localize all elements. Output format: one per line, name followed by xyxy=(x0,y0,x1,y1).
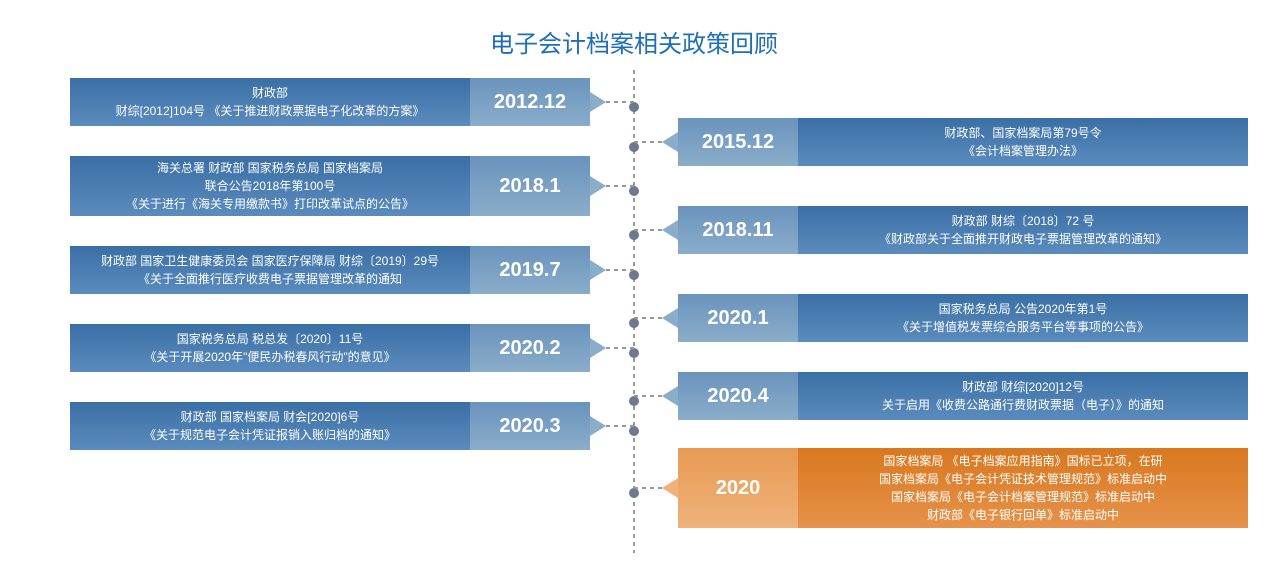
arrow-icon xyxy=(662,132,678,152)
item-line: 国家档案局 《电子档案应用指南》国标已立项，在研 xyxy=(812,452,1234,470)
timeline-item: 海关总署 财政部 国家税务总局 国家档案局联合公告2018年第100号《关于进行… xyxy=(70,156,606,216)
timeline-dot xyxy=(629,142,639,152)
item-line: 财政部 财综[2020]12号 xyxy=(812,378,1234,396)
connector-line xyxy=(606,185,634,187)
item-line: 《关于增值税发票综合服务平台等事项的公告》 xyxy=(812,318,1234,336)
item-date: 2020 xyxy=(678,448,798,528)
item-date: 2020.3 xyxy=(470,402,590,450)
item-description: 海关总署 财政部 国家税务总局 国家档案局联合公告2018年第100号《关于进行… xyxy=(70,156,470,216)
item-date: 2018.1 xyxy=(470,156,590,216)
timeline-item: 财政部 国家卫生健康委员会 国家医疗保障局 财综〔2019〕29号《关于全面推行… xyxy=(70,246,606,294)
timeline-item: 财政部、国家档案局第79号令《会计档案管理办法》2015.12 xyxy=(662,118,1248,166)
timeline-dot xyxy=(629,230,639,240)
connector-line xyxy=(634,395,662,397)
connector-line xyxy=(634,317,662,319)
timeline-item: 国家税务总局 税总发〔2020〕11号《关于开展2020年"便民办税春风行动"的… xyxy=(70,324,606,372)
connector-line xyxy=(606,269,634,271)
item-line: 财政部 财综〔2018〕72 号 xyxy=(812,212,1234,230)
item-description: 财政部 国家档案局 财会[2020]6号《关于规范电子会计凭证报销入账归档的通知… xyxy=(70,402,470,450)
timeline-dot xyxy=(629,102,639,112)
item-line: 国家档案局《电子会计凭证技术管理规范》标准启动中 xyxy=(812,470,1234,488)
item-description: 国家税务总局 公告2020年第1号《关于增值税发票综合服务平台等事项的公告》 xyxy=(798,294,1248,342)
item-description: 财政部 财综〔2018〕72 号《财政部关于全面推开财政电子票据管理改革的通知》 xyxy=(798,206,1248,254)
connector-line xyxy=(634,229,662,231)
timeline-item: 财政部财综[2012]104号 《关于推进财政票据电子化改革的方案》2012.1… xyxy=(70,78,606,126)
item-line: 财政部 国家卫生健康委员会 国家医疗保障局 财综〔2019〕29号 xyxy=(84,252,456,270)
arrow-icon xyxy=(590,92,606,112)
item-line: 《关于规范电子会计凭证报销入账归档的通知》 xyxy=(84,426,456,444)
item-line: 《会计档案管理办法》 xyxy=(812,142,1234,160)
item-date: 2012.12 xyxy=(470,78,590,126)
item-line: 国家税务总局 税总发〔2020〕11号 xyxy=(84,330,456,348)
item-date: 2020.2 xyxy=(470,324,590,372)
page-title: 电子会计档案相关政策回顾 xyxy=(0,0,1268,59)
item-line: 国家税务总局 公告2020年第1号 xyxy=(812,300,1234,318)
item-line: 《关于开展2020年"便民办税春风行动"的意见》 xyxy=(84,348,456,366)
arrow-icon xyxy=(662,220,678,240)
timeline-dot xyxy=(629,318,639,328)
item-line: 《关于进行《海关专用缴款书》打印改革试点的公告》 xyxy=(84,195,456,213)
item-line: 关于启用《收费公路通行费财政票据（电子）》的通知 xyxy=(812,396,1234,414)
item-description: 财政部、国家档案局第79号令《会计档案管理办法》 xyxy=(798,118,1248,166)
item-description: 财政部 财综[2020]12号关于启用《收费公路通行费财政票据（电子）》的通知 xyxy=(798,372,1248,420)
item-date: 2015.12 xyxy=(678,118,798,166)
item-date: 2019.7 xyxy=(470,246,590,294)
arrow-icon xyxy=(590,260,606,280)
item-date: 2020.1 xyxy=(678,294,798,342)
arrow-icon xyxy=(590,416,606,436)
arrow-icon xyxy=(662,308,678,328)
connector-line xyxy=(606,101,634,103)
connector-line xyxy=(634,141,662,143)
item-line: 国家档案局《电子会计档案管理规范》标准启动中 xyxy=(812,488,1234,506)
item-line: 财政部 xyxy=(84,84,456,102)
item-description: 财政部 国家卫生健康委员会 国家医疗保障局 财综〔2019〕29号《关于全面推行… xyxy=(70,246,470,294)
item-line: 财政部《电子银行回单》标准启动中 xyxy=(812,506,1234,524)
item-line: 联合公告2018年第100号 xyxy=(84,177,456,195)
item-description: 国家税务总局 税总发〔2020〕11号《关于开展2020年"便民办税春风行动"的… xyxy=(70,324,470,372)
item-date: 2020.4 xyxy=(678,372,798,420)
item-line: 《关于全面推行医疗收费电子票据管理改革的通知 xyxy=(84,270,456,288)
timeline-dot xyxy=(629,426,639,436)
timeline-dot xyxy=(629,488,639,498)
item-line: 海关总署 财政部 国家税务总局 国家档案局 xyxy=(84,159,456,177)
timeline-item: 国家税务总局 公告2020年第1号《关于增值税发票综合服务平台等事项的公告》20… xyxy=(662,294,1248,342)
arrow-icon xyxy=(662,386,678,406)
arrow-icon xyxy=(662,478,678,498)
timeline-item: 财政部 国家档案局 财会[2020]6号《关于规范电子会计凭证报销入账归档的通知… xyxy=(70,402,606,450)
item-description: 国家档案局 《电子档案应用指南》国标已立项，在研国家档案局《电子会计凭证技术管理… xyxy=(798,448,1248,528)
connector-line xyxy=(606,347,634,349)
timeline-dot xyxy=(629,186,639,196)
timeline-item: 财政部 财综〔2018〕72 号《财政部关于全面推开财政电子票据管理改革的通知》… xyxy=(662,206,1248,254)
item-line: 《财政部关于全面推开财政电子票据管理改革的通知》 xyxy=(812,230,1234,248)
timeline-item: 财政部 财综[2020]12号关于启用《收费公路通行费财政票据（电子）》的通知2… xyxy=(662,372,1248,420)
timeline-item: 国家档案局 《电子档案应用指南》国标已立项，在研国家档案局《电子会计凭证技术管理… xyxy=(662,448,1248,528)
connector-line xyxy=(634,487,662,489)
item-line: 财综[2012]104号 《关于推进财政票据电子化改革的方案》 xyxy=(84,102,456,120)
item-date: 2018.11 xyxy=(678,206,798,254)
item-description: 财政部财综[2012]104号 《关于推进财政票据电子化改革的方案》 xyxy=(70,78,470,126)
item-line: 财政部、国家档案局第79号令 xyxy=(812,124,1234,142)
arrow-icon xyxy=(590,176,606,196)
arrow-icon xyxy=(590,338,606,358)
timeline-dot xyxy=(629,348,639,358)
timeline-dot xyxy=(629,396,639,406)
connector-line xyxy=(606,425,634,427)
timeline-dot xyxy=(629,270,639,280)
item-line: 财政部 国家档案局 财会[2020]6号 xyxy=(84,408,456,426)
